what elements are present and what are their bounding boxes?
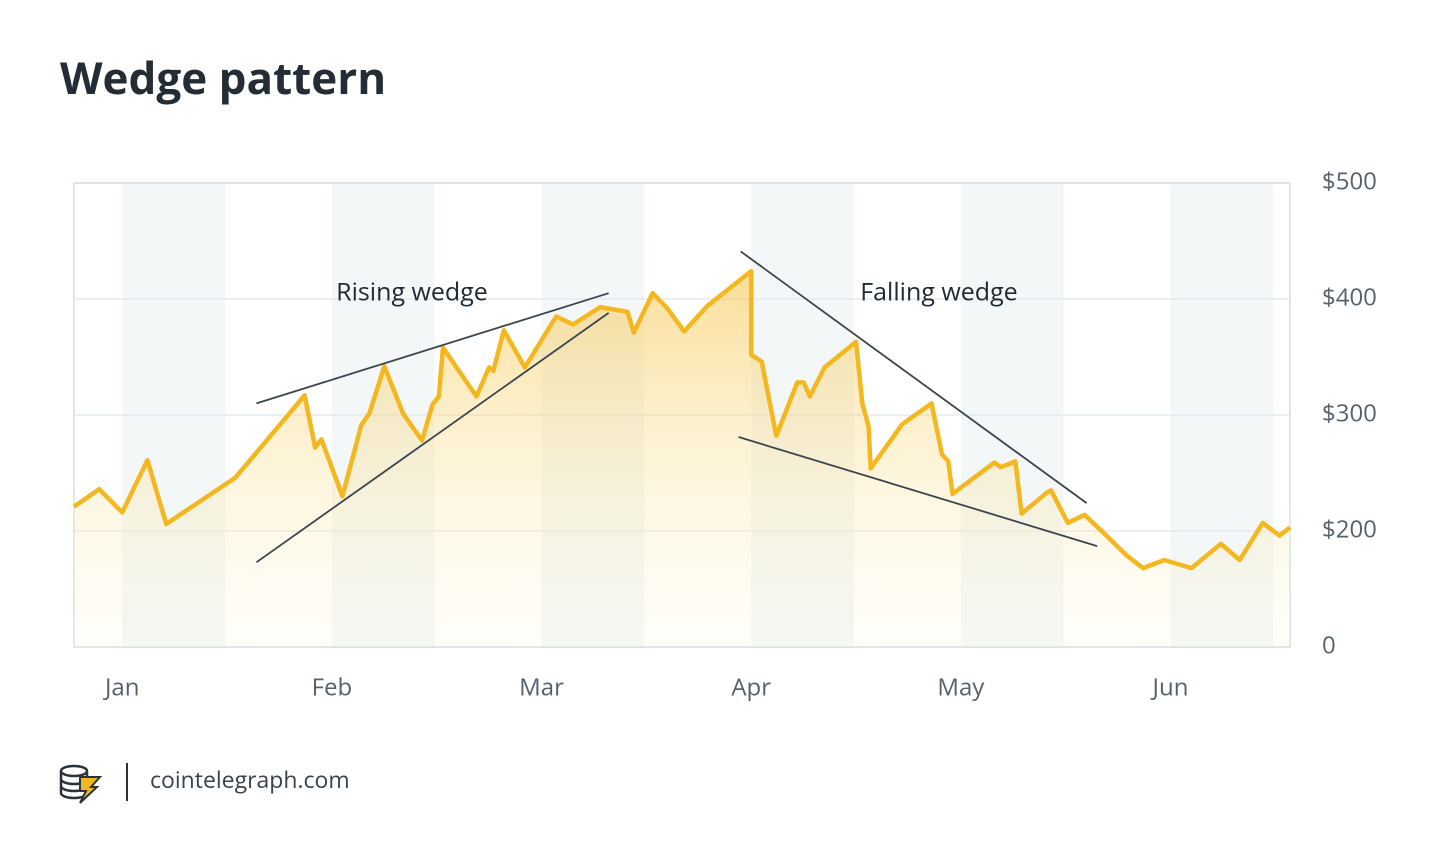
y-tick-label: $400	[1322, 280, 1377, 313]
chart-title: Wedge pattern	[60, 47, 386, 107]
x-tick-label: Jun	[1151, 670, 1189, 703]
trend-line	[256, 292, 609, 405]
logo	[59, 764, 103, 804]
x-tick-label: Jan	[103, 670, 140, 703]
x-tick-label: May	[937, 670, 985, 703]
y-tick-label: $300	[1322, 396, 1377, 429]
x-tick-label: Apr	[731, 670, 771, 703]
y-tick-label: $500	[1322, 164, 1377, 197]
y-tick-label: $200	[1322, 512, 1377, 545]
source: cointelegraph.com	[150, 763, 350, 795]
x-tick-label: Feb	[312, 670, 353, 703]
annotation: Rising wedge	[336, 275, 488, 309]
trend-line	[740, 250, 1088, 504]
trend-line	[738, 436, 1098, 547]
area-fill	[74, 271, 1290, 647]
price-line	[72, 268, 1292, 571]
y-tick-label: 0	[1322, 628, 1336, 661]
x-tick-label: Mar	[519, 670, 564, 703]
trend-line	[255, 312, 610, 564]
annotation: Falling wedge	[860, 275, 1017, 309]
